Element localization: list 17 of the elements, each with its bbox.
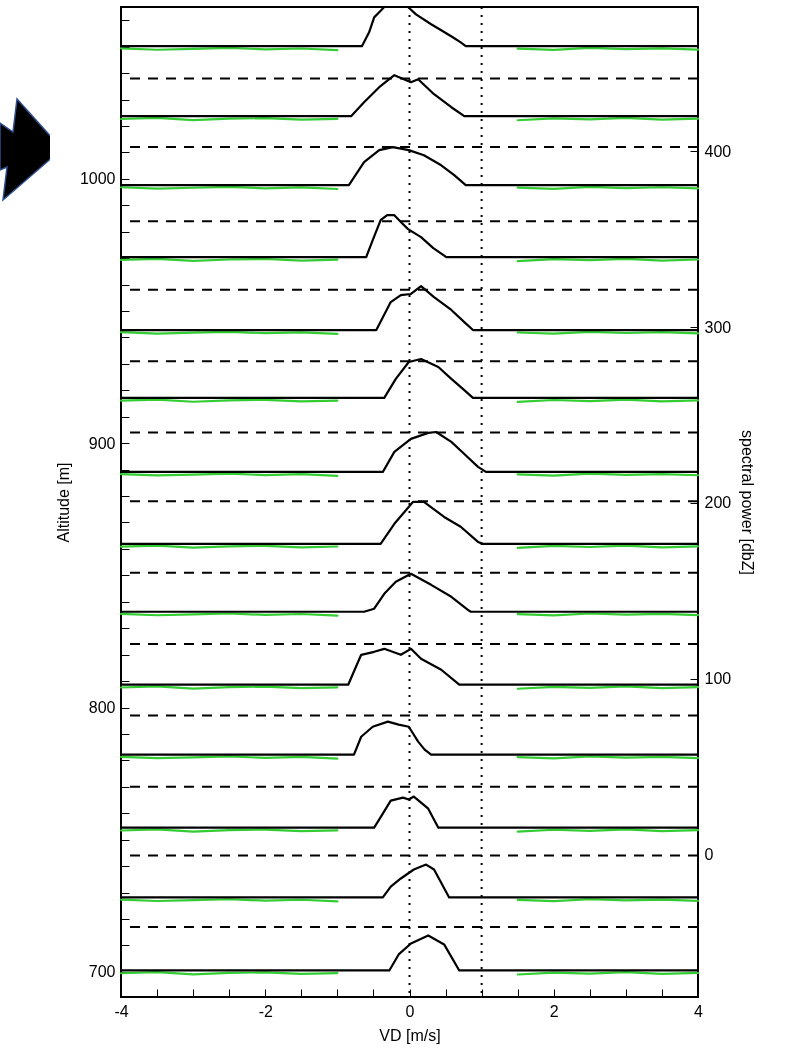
x-tick-label: -4 [114, 1002, 129, 1020]
y-tick-label: 1000 [79, 170, 116, 188]
x-tick-label: 0 [405, 1002, 415, 1020]
y2-axis-title: spectral power [dbZ] [739, 430, 757, 575]
y2-tick-label: 400 [704, 142, 732, 160]
y2-tick-label: 100 [704, 670, 732, 688]
x-tick-label: -2 [258, 1002, 273, 1020]
y2-tick-label: 300 [704, 318, 732, 336]
x-tick-label: 2 [549, 1002, 559, 1020]
y2-tick-label: 200 [704, 494, 732, 512]
x-axis-title: VD [m/s] [379, 1026, 441, 1044]
y2-tick-label: 0 [704, 846, 714, 864]
y-tick-label: 800 [88, 699, 116, 717]
y-tick-label: 900 [88, 434, 116, 452]
y-tick-label: 700 [88, 963, 116, 981]
x-tick-label: 4 [694, 1002, 704, 1020]
y-axis-title: Altitude [m] [54, 462, 72, 543]
